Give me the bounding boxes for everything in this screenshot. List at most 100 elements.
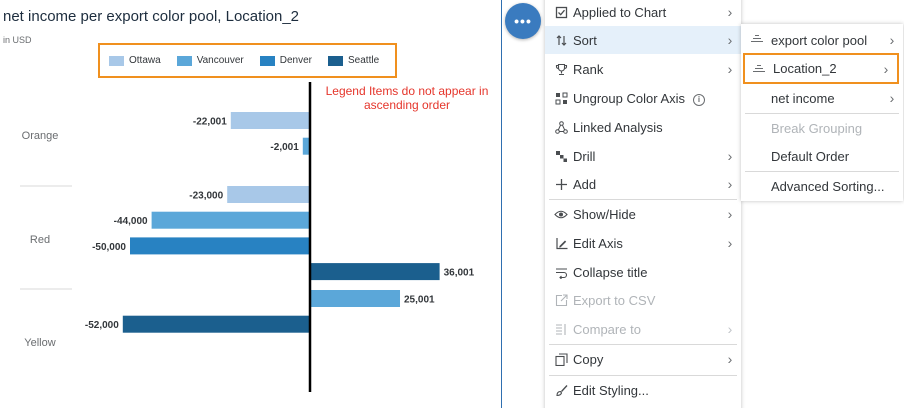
trophy-icon xyxy=(545,63,573,76)
legend-label: Seattle xyxy=(348,55,380,66)
submenu-item-net-income[interactable]: net income › xyxy=(741,84,903,112)
sort-dimension-icon xyxy=(751,35,763,45)
menu-item-show-hide[interactable]: Show/Hide › xyxy=(545,200,741,228)
legend-label: Denver xyxy=(279,55,313,66)
data-label: 36,001 xyxy=(444,268,475,279)
bar-vancouver-orange[interactable] xyxy=(302,137,310,155)
copy-icon xyxy=(545,352,573,366)
submenu-item-location-2[interactable]: Location_2 › xyxy=(743,53,899,84)
data-label: -52,000 xyxy=(85,320,119,331)
data-label: -23,000 xyxy=(189,191,223,202)
submenu-item-default-order[interactable]: Default Order xyxy=(741,142,903,170)
chevron-right-icon: › xyxy=(727,148,733,164)
category-label: Red xyxy=(30,234,50,246)
menu-item-label: Add xyxy=(573,176,597,192)
chevron-right-icon: › xyxy=(889,32,895,48)
brush-icon xyxy=(545,384,573,397)
chevron-right-icon: › xyxy=(889,90,895,106)
submenu-item-label: net income xyxy=(771,90,835,106)
sort-submenu: export color pool › Location_2 › net inc… xyxy=(741,24,903,201)
bar-ottawa-orange[interactable] xyxy=(230,112,310,129)
bar-seattle-yellow[interactable] xyxy=(122,315,310,333)
menu-item-linked-analysis[interactable]: Linked Analysis xyxy=(545,113,741,141)
chevron-right-icon: › xyxy=(727,206,733,222)
menu-item-label: Compare to xyxy=(573,321,641,337)
chart-legend: Ottawa Vancouver Denver Seattle xyxy=(98,43,397,78)
menu-item-label: Edit Styling... xyxy=(573,382,649,398)
legend-item-denver[interactable]: Denver xyxy=(259,55,313,66)
context-menu: Applied to Chart › Sort › Rank › Ungroup… xyxy=(545,0,741,408)
menu-divider xyxy=(549,375,737,376)
legend-item-seattle[interactable]: Seattle xyxy=(328,55,379,66)
chart-subtitle: in USD xyxy=(3,35,32,45)
legend-swatch xyxy=(328,55,344,66)
chevron-right-icon: › xyxy=(727,176,733,192)
chevron-right-icon: › xyxy=(883,60,889,77)
submenu-item-label: Advanced Sorting... xyxy=(771,178,885,194)
linked-analysis-icon xyxy=(545,120,573,134)
menu-item-label: Export to CSV xyxy=(573,292,656,308)
category-label: Orange xyxy=(22,130,59,142)
chevron-right-icon: › xyxy=(727,351,733,367)
legend-label: Ottawa xyxy=(129,55,161,66)
menu-item-label: Ungroup Color Axis i xyxy=(573,91,719,106)
chevron-right-icon: › xyxy=(727,61,733,77)
sort-dimension-icon xyxy=(753,65,765,75)
submenu-item-export-color-pool[interactable]: export color pool › xyxy=(741,26,903,54)
data-label: -44,000 xyxy=(114,216,148,227)
submenu-item-label: export color pool xyxy=(771,32,868,48)
legend-item-vancouver[interactable]: Vancouver xyxy=(176,55,244,66)
menu-item-label: Copy xyxy=(573,351,604,367)
menu-item-drill[interactable]: Drill › xyxy=(545,142,741,170)
menu-item-rank[interactable]: Rank › xyxy=(545,55,741,83)
menu-item-edit-axis[interactable]: Edit Axis › xyxy=(545,229,741,257)
ungroup-icon xyxy=(545,92,573,105)
bar-ottawa-red[interactable] xyxy=(227,186,310,203)
data-label: 25,001 xyxy=(404,295,435,306)
add-icon xyxy=(545,178,573,191)
menu-item-label: Rank xyxy=(573,61,604,77)
bar-seattle-red[interactable] xyxy=(310,263,440,281)
chart-panel[interactable]: net income per export color pool, Locati… xyxy=(0,0,502,408)
menu-divider xyxy=(549,199,737,200)
export-icon xyxy=(545,293,573,307)
menu-item-sort[interactable]: Sort › xyxy=(545,26,741,54)
menu-item-copy[interactable]: Copy › xyxy=(545,345,741,373)
legend-label: Vancouver xyxy=(196,55,244,66)
legend-item-ottawa[interactable]: Ottawa xyxy=(109,55,161,66)
menu-item-ungroup-color-axis[interactable]: Ungroup Color Axis i xyxy=(545,84,741,112)
collapse-icon xyxy=(545,266,573,279)
menu-item-edit-styling[interactable]: Edit Styling... xyxy=(545,376,741,404)
menu-divider xyxy=(549,344,737,345)
eye-icon xyxy=(545,208,573,221)
chart-title: net income per export color pool, Locati… xyxy=(3,8,300,25)
data-label: -50,000 xyxy=(92,242,126,253)
legend-swatch xyxy=(109,55,124,66)
more-options-button[interactable]: ••• xyxy=(505,3,541,39)
category-label: Yellow xyxy=(24,337,55,349)
menu-item-label: Sort xyxy=(573,32,597,48)
info-icon[interactable]: i xyxy=(693,93,705,106)
submenu-item-label: Break Grouping xyxy=(771,120,863,136)
menu-item-collapse-title[interactable]: Collapse title xyxy=(545,258,741,286)
annotation-text: Legend Items do not appear in ascending … xyxy=(325,84,489,112)
submenu-item-break-grouping: Break Grouping xyxy=(741,114,903,142)
menu-item-label: Show/Hide xyxy=(573,206,636,222)
bar-vancouver-yellow[interactable] xyxy=(310,290,401,307)
data-label: -22,001 xyxy=(193,117,227,128)
legend-swatch xyxy=(259,55,275,66)
legend-swatch xyxy=(176,55,192,66)
menu-item-export-to-csv: Export to CSV xyxy=(545,286,741,314)
bar-denver-red[interactable] xyxy=(130,237,310,255)
chevron-right-icon: › xyxy=(727,4,733,20)
bar-vancouver-red[interactable] xyxy=(151,211,310,229)
chevron-right-icon: › xyxy=(727,235,733,251)
menu-item-applied-to-chart[interactable]: Applied to Chart › xyxy=(545,0,741,26)
menu-item-label: Collapse title xyxy=(573,264,648,280)
chevron-right-icon: › xyxy=(727,32,733,48)
submenu-item-advanced-sorting[interactable]: Advanced Sorting... xyxy=(741,172,903,200)
menu-item-label: Drill xyxy=(573,148,596,164)
menu-item-label: Edit Axis xyxy=(573,235,623,251)
menu-item-add[interactable]: Add › xyxy=(545,170,741,198)
sort-icon xyxy=(545,34,573,47)
